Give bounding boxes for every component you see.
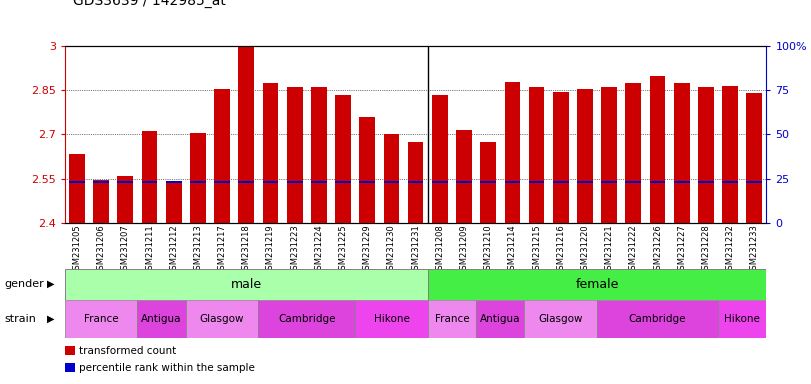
- Bar: [577, 89, 593, 223]
- Bar: [311, 181, 327, 184]
- Bar: [625, 83, 642, 223]
- Bar: [601, 181, 617, 184]
- Bar: [746, 93, 762, 223]
- Bar: [142, 131, 157, 223]
- Bar: [504, 82, 521, 223]
- Bar: [335, 181, 351, 184]
- Bar: [238, 46, 254, 223]
- Text: France: France: [435, 314, 470, 324]
- Bar: [698, 87, 714, 223]
- Text: female: female: [575, 278, 619, 291]
- Bar: [525, 300, 597, 338]
- Bar: [698, 181, 714, 184]
- Bar: [238, 181, 254, 184]
- Text: Cambridge: Cambridge: [629, 314, 686, 324]
- Bar: [529, 181, 544, 184]
- Text: ▶: ▶: [47, 279, 54, 289]
- Bar: [69, 154, 85, 223]
- Bar: [186, 300, 259, 338]
- Text: gender: gender: [4, 279, 44, 289]
- Bar: [287, 87, 303, 223]
- Bar: [69, 181, 85, 184]
- Bar: [553, 181, 569, 184]
- Bar: [529, 87, 544, 223]
- Bar: [480, 181, 496, 184]
- Bar: [335, 95, 351, 223]
- Text: Hikone: Hikone: [374, 314, 410, 324]
- Bar: [65, 269, 427, 300]
- Text: strain: strain: [4, 314, 36, 324]
- Bar: [723, 86, 738, 223]
- Bar: [93, 181, 109, 184]
- Text: ▶: ▶: [47, 314, 54, 324]
- Bar: [650, 76, 665, 223]
- Bar: [432, 181, 448, 184]
- Bar: [427, 269, 766, 300]
- Text: Cambridge: Cambridge: [278, 314, 336, 324]
- Bar: [166, 181, 182, 184]
- Bar: [259, 300, 355, 338]
- Bar: [674, 181, 689, 184]
- Text: Hikone: Hikone: [724, 314, 760, 324]
- Bar: [359, 181, 375, 184]
- Bar: [142, 181, 157, 184]
- Bar: [480, 142, 496, 223]
- Bar: [384, 134, 399, 223]
- Text: percentile rank within the sample: percentile rank within the sample: [79, 363, 255, 373]
- Bar: [746, 181, 762, 184]
- Bar: [214, 89, 230, 223]
- Bar: [718, 300, 766, 338]
- Bar: [456, 130, 472, 223]
- Bar: [432, 95, 448, 223]
- Bar: [674, 83, 689, 223]
- Bar: [577, 181, 593, 184]
- Text: France: France: [84, 314, 118, 324]
- Text: Glasgow: Glasgow: [200, 314, 244, 324]
- Bar: [650, 181, 665, 184]
- Text: Antigua: Antigua: [480, 314, 521, 324]
- Text: GDS3639 / 142985_at: GDS3639 / 142985_at: [73, 0, 226, 8]
- Text: transformed count: transformed count: [79, 346, 177, 356]
- Bar: [597, 300, 718, 338]
- Bar: [601, 87, 617, 223]
- Bar: [190, 181, 206, 184]
- Bar: [118, 175, 133, 223]
- Text: Antigua: Antigua: [141, 314, 182, 324]
- Bar: [408, 142, 423, 223]
- Bar: [263, 181, 278, 184]
- Bar: [553, 92, 569, 223]
- Bar: [166, 183, 182, 223]
- Bar: [384, 181, 399, 184]
- Bar: [214, 181, 230, 184]
- Bar: [355, 300, 427, 338]
- Text: male: male: [231, 278, 262, 291]
- Bar: [476, 300, 525, 338]
- Bar: [190, 133, 206, 223]
- Bar: [427, 300, 476, 338]
- Bar: [65, 300, 137, 338]
- Bar: [359, 117, 375, 223]
- Bar: [408, 181, 423, 184]
- Text: Glasgow: Glasgow: [539, 314, 583, 324]
- Bar: [504, 181, 521, 184]
- Bar: [723, 181, 738, 184]
- Bar: [625, 181, 642, 184]
- Bar: [456, 181, 472, 184]
- Bar: [311, 87, 327, 223]
- Bar: [93, 180, 109, 223]
- Bar: [263, 83, 278, 223]
- Bar: [287, 181, 303, 184]
- Bar: [118, 181, 133, 184]
- Bar: [137, 300, 186, 338]
